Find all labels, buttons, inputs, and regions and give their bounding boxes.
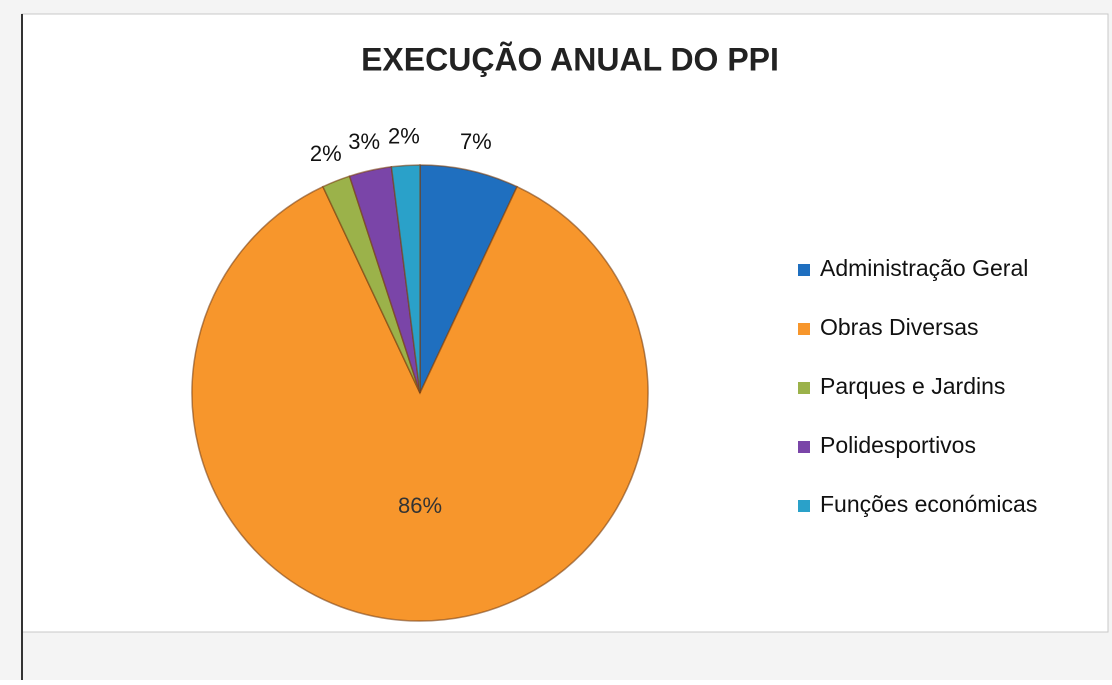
data-label: 2%	[388, 123, 420, 148]
legend-label: Administração Geral	[820, 255, 1028, 281]
data-label: 2%	[310, 141, 342, 166]
legend-marker	[798, 500, 810, 512]
pie-slice	[191, 185, 649, 622]
legend-label: Funções económicas	[820, 491, 1037, 517]
legend-label: Parques e Jardins	[820, 373, 1005, 399]
chart-title: EXECUÇÃO ANUAL DO PPI	[361, 41, 779, 77]
legend-marker	[798, 441, 810, 453]
legend-label: Polidesportivos	[820, 432, 976, 458]
data-label: 3%	[348, 129, 380, 154]
pie-slice	[390, 164, 421, 394]
legend-label: Obras Diversas	[820, 314, 978, 340]
legend-marker	[798, 382, 810, 394]
legend-marker	[798, 264, 810, 276]
legend-marker	[798, 323, 810, 335]
data-label: 86%	[398, 493, 442, 518]
data-label: 7%	[460, 129, 492, 154]
